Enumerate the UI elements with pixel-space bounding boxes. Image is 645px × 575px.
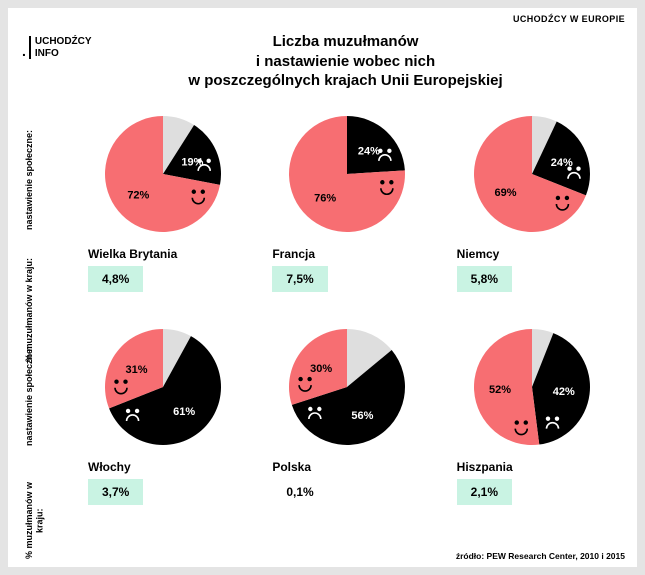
title-line-2: i nastawienie wobec nich — [76, 52, 615, 72]
muslim-percent-box: 0,1% — [272, 479, 327, 505]
title-line-1: Liczba muzułmanów — [76, 32, 615, 52]
brand-logo: . UCHODŹCY INFO — [22, 36, 92, 59]
svg-text:61%: 61% — [173, 406, 195, 418]
svg-text:76%: 76% — [315, 192, 337, 204]
pie-chart: 61% 31% — [98, 322, 228, 452]
top-right-label: UCHODŹCY W EUROPIE — [513, 14, 625, 24]
svg-text:52%: 52% — [489, 384, 511, 396]
pie-chart: 56% 30% — [282, 322, 412, 452]
pie-chart: 19% 72% — [98, 109, 228, 239]
svg-text:31%: 31% — [126, 364, 148, 376]
country-name: Włochy — [88, 460, 131, 474]
svg-text:24%: 24% — [358, 145, 380, 157]
country-cell: 24% 76% Francja 7,5% — [264, 109, 430, 292]
country-cell: 19% 72% Wielka Brytania 4,8% — [80, 109, 246, 292]
country-cell: 24% 69% Niemcy 5,8% — [449, 109, 615, 292]
country-cell: 56% 30% Polska 0,1% — [264, 322, 430, 505]
brand-line2: INFO — [29, 48, 92, 60]
country-name: Francja — [272, 247, 315, 261]
muslim-percent-box: 4,8% — [88, 266, 143, 292]
side-label-attitude-row2: nastawienie społeczne: — [24, 346, 34, 446]
svg-text:42%: 42% — [553, 386, 575, 398]
svg-text:30%: 30% — [311, 363, 333, 375]
muslim-percent-box: 2,1% — [457, 479, 512, 505]
muslim-percent-box: 3,7% — [88, 479, 143, 505]
country-cell: 42% 52% Hiszpania 2,1% — [449, 322, 615, 505]
svg-text:72%: 72% — [127, 189, 149, 201]
muslim-percent-box: 5,8% — [457, 266, 512, 292]
muslim-percent-box: 7,5% — [272, 266, 327, 292]
brand-dot-icon: . — [22, 43, 26, 59]
svg-text:56%: 56% — [352, 410, 374, 422]
pie-chart: 24% 76% — [282, 109, 412, 239]
country-cell: 61% 31% Włochy 3,7% — [80, 322, 246, 505]
main-title: Liczba muzułmanów i nastawienie wobec ni… — [76, 32, 615, 91]
outer-frame: UCHODŹCY W EUROPIE . UCHODŹCY INFO Liczb… — [0, 0, 645, 575]
pie-grid: 19% 72% Wielka Brytania 4,8% 24% 76% Fra… — [80, 109, 615, 505]
country-name: Hiszpania — [457, 460, 513, 474]
svg-text:69%: 69% — [494, 186, 516, 198]
title-line-3: w poszczególnych krajach Unii Europejski… — [76, 71, 615, 91]
svg-text:19%: 19% — [182, 156, 204, 168]
card: UCHODŹCY W EUROPIE . UCHODŹCY INFO Liczb… — [8, 8, 637, 567]
side-label-attitude-row1: nastawienie społeczne: — [24, 130, 34, 230]
pie-chart: 24% 69% — [467, 109, 597, 239]
brand-line1: UCHODŹCY — [29, 36, 92, 48]
svg-text:24%: 24% — [551, 157, 573, 169]
pie-chart: 42% 52% — [467, 322, 597, 452]
country-name: Polska — [272, 460, 311, 474]
side-label-percent-row2: % muzułmanów w kraju: — [24, 474, 45, 567]
source-attribution: źródło: PEW Research Center, 2010 i 2015 — [456, 551, 625, 561]
country-name: Niemcy — [457, 247, 500, 261]
country-name: Wielka Brytania — [88, 247, 177, 261]
